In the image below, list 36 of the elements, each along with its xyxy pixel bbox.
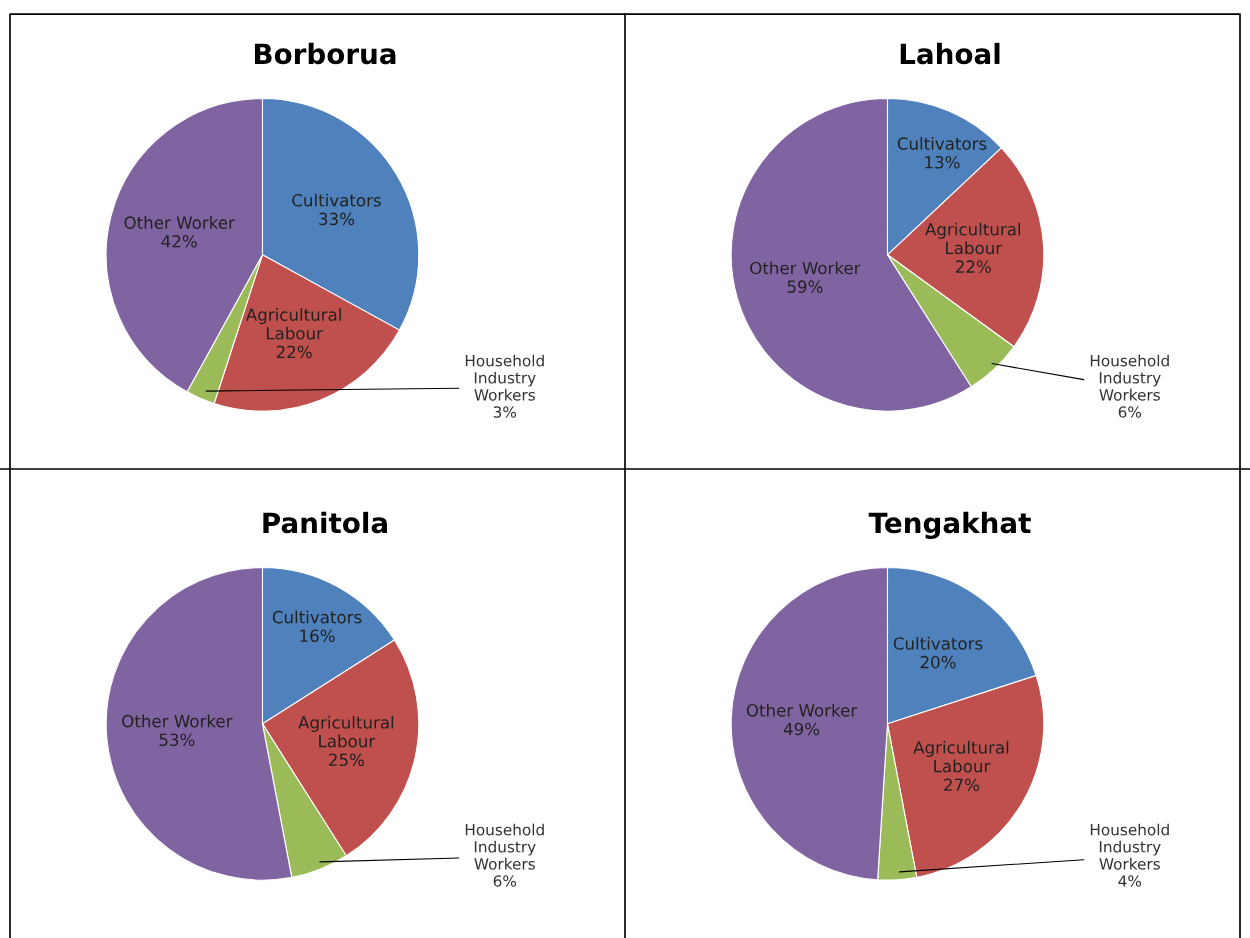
slice-label: Household Industry Workers	[1090, 823, 1169, 870]
slice-label: Agricultural Labour	[245, 308, 341, 340]
data-label: 6%	[1118, 406, 1142, 418]
slice-label: Other Worker	[124, 216, 235, 229]
chart-title: Tengakhat	[868, 511, 1031, 539]
chart-title: Panitola	[263, 511, 387, 534]
slice-label: Agricultural Labour	[913, 740, 1009, 773]
slice-label: Cultivators	[897, 136, 987, 150]
data-label: 27%	[944, 778, 980, 792]
slice-label: Other Worker	[746, 703, 858, 717]
slice-label: Household Industry Workers	[1090, 354, 1169, 401]
slice-label: Other Worker	[122, 714, 233, 728]
slice-label: Cultivators	[272, 610, 362, 624]
data-label: 49%	[783, 722, 820, 736]
chart-title: Lahoal	[900, 42, 1000, 65]
slice-label: Cultivators	[893, 636, 983, 650]
chart-title: Borborua	[254, 42, 396, 65]
data-label: 53%	[159, 733, 195, 747]
slice-label: Other Worker	[750, 261, 861, 275]
data-label: 42%	[161, 235, 197, 248]
data-label: 25%	[329, 753, 364, 767]
data-label: 22%	[276, 345, 312, 359]
data-label: 20%	[920, 655, 956, 669]
data-label: 13%	[925, 155, 960, 169]
data-label: 33%	[319, 212, 355, 226]
data-label: 59%	[787, 280, 823, 293]
slice-label: Agricultural Labour	[925, 222, 1021, 255]
slice-label: Cultivators	[292, 193, 381, 207]
slice-label: Agricultural Labour	[298, 715, 394, 748]
data-label: 16%	[300, 629, 335, 643]
slice-label: Household Industry Workers	[465, 823, 544, 870]
data-label: 6%	[493, 875, 517, 887]
data-label: 22%	[955, 260, 991, 273]
data-label: 3%	[493, 406, 517, 418]
slice-label: Household Industry Workers	[465, 354, 544, 401]
data-label: 4%	[1118, 875, 1142, 887]
